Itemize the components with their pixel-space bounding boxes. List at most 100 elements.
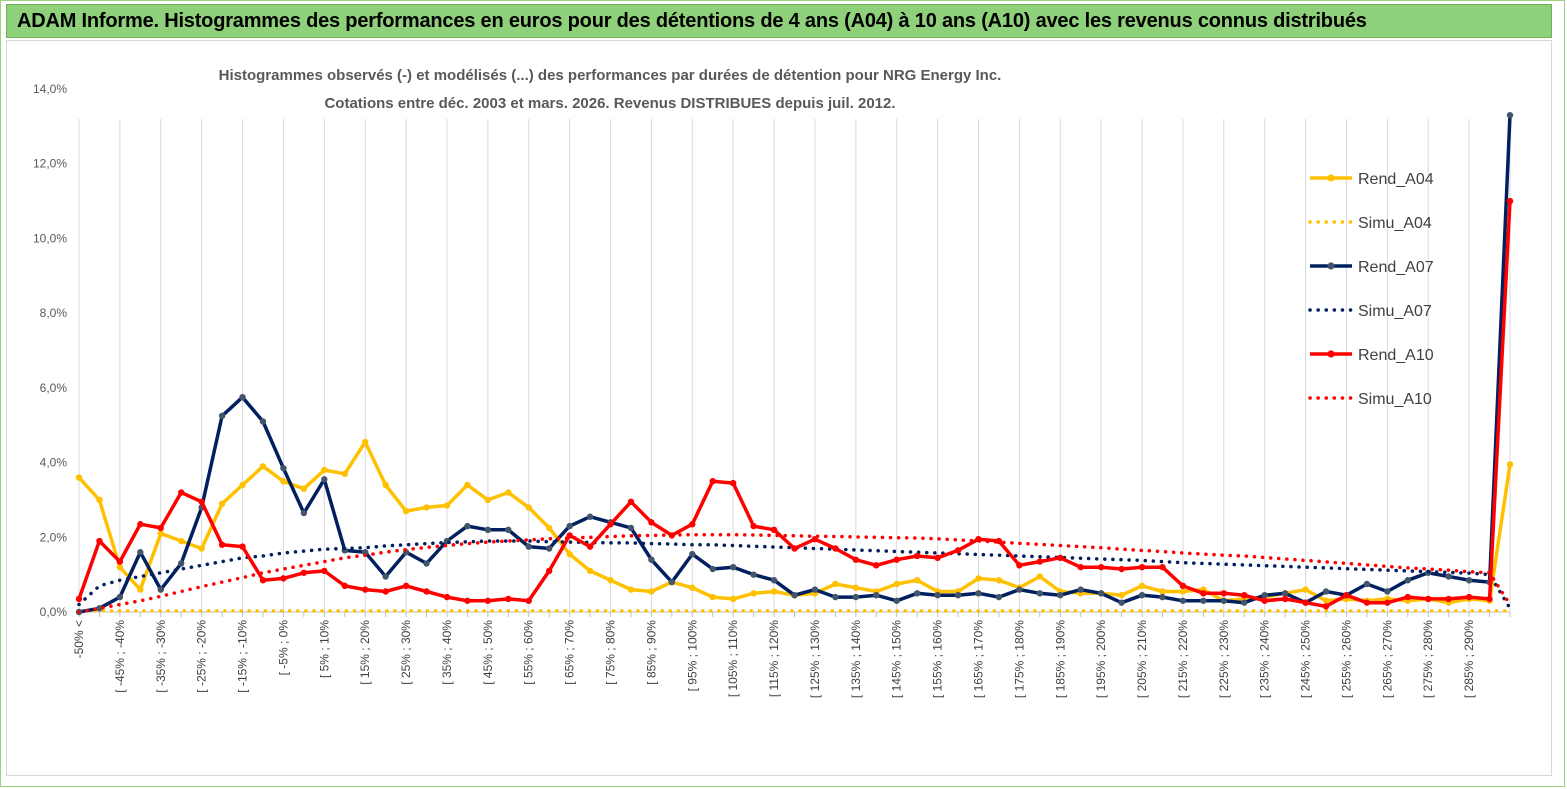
rend-a04-point	[750, 590, 757, 597]
series-lines	[75, 111, 1514, 616]
rend-a10-point	[423, 588, 430, 595]
rend-a10-point	[239, 543, 246, 550]
rend-a10-point	[1241, 591, 1248, 599]
rend-a07-point	[873, 591, 880, 599]
rend-a07-point	[750, 571, 757, 578]
rend-a07-point	[1506, 111, 1514, 119]
rend-a07-point	[954, 591, 962, 599]
rend-a07-point	[668, 578, 676, 586]
rend-a04-point	[648, 588, 655, 595]
rend-a10-point	[1486, 595, 1493, 603]
chart-area-border	[6, 40, 1552, 776]
rend-a10-point	[1159, 563, 1166, 571]
legend-rend-a07-label: Rend_A07	[1358, 259, 1434, 276]
rend-a10-point	[1118, 565, 1125, 573]
rend-a07-point	[116, 593, 124, 601]
rend-a07-point	[811, 586, 819, 593]
rend-a10-point	[1404, 593, 1411, 601]
rend-a10-point	[1384, 599, 1391, 606]
rend-a10-point	[321, 567, 328, 575]
rend-a10-point	[96, 537, 103, 545]
legend-rend-a04-label: Rend_A04	[1358, 171, 1434, 188]
rend-a07-point	[1363, 580, 1371, 588]
chart-title: Histogrammes observés (-) et modélisés (…	[219, 67, 1002, 84]
rend-a04-point	[280, 478, 287, 485]
x-tick-label: [ -15% ; -10%	[236, 620, 250, 693]
rend-a07-point	[1057, 591, 1064, 599]
x-tick-label: [ 285% ; 290%	[1462, 620, 1476, 698]
rend-a07-point	[1465, 577, 1473, 584]
x-tick-label: [ 85% ; 90%	[644, 620, 658, 685]
rend-a10-point	[178, 489, 185, 496]
rend-a07-point	[300, 509, 308, 517]
rend-a10-point	[362, 586, 369, 593]
y-tick-label: 6,0%	[40, 381, 68, 395]
rend-a10-point	[607, 521, 614, 528]
rend-a07-point	[1200, 597, 1207, 604]
rend-a07-point	[995, 593, 1003, 601]
legend: Rend_A04 Simu_A04 Rend_A07 Simu_A07 Rend_A10…	[1308, 171, 1434, 408]
rend-a04-point	[995, 577, 1003, 584]
rend-a07-point	[791, 591, 798, 599]
report-banner: ADAM Informe. Histogrammes des performan…	[6, 4, 1552, 38]
rend-a07-point	[259, 418, 267, 425]
x-tick-label: [ 115% ; 120%	[767, 620, 781, 697]
rend-a10-point	[218, 541, 226, 548]
rend-a04-point	[729, 595, 737, 603]
rend-a10-point	[1506, 197, 1514, 205]
rend-a10-point	[259, 577, 267, 584]
rend-a10-point	[791, 545, 798, 552]
rend-a07-point	[464, 522, 471, 530]
x-tick-label: [ 55% ; 60%	[522, 620, 536, 685]
rend-a10-point	[1138, 563, 1146, 571]
rend-a10-point	[954, 547, 962, 554]
rend-a07-point	[1445, 573, 1452, 580]
rend-a10-point	[1363, 599, 1371, 606]
x-tick-label: -50% <	[72, 620, 86, 658]
rend-a07-point	[362, 549, 369, 556]
rend-a04-point	[566, 550, 573, 558]
rend-a10-point	[1057, 554, 1064, 562]
rend-a04-point	[423, 504, 430, 511]
x-tick-label: [ 75% ; 80%	[604, 620, 618, 685]
rend-a10-point	[525, 597, 532, 604]
x-tick-label: [ 15% ; 20%	[358, 620, 372, 685]
x-tick-label: [ 45% ; 50%	[481, 620, 495, 685]
rend-a10-point	[280, 575, 287, 582]
rend-a10-point	[1302, 599, 1309, 606]
y-tick-label: 0,0%	[40, 605, 68, 619]
rend-a04-point	[607, 577, 614, 584]
rend-a04-point	[627, 586, 635, 593]
rend-a07-point	[709, 565, 716, 573]
x-tick-label: [ 105% ; 110%	[726, 620, 740, 697]
simu-a10-line	[77, 532, 1512, 614]
rend-a07-point	[832, 593, 839, 601]
rend-a07-point	[178, 560, 185, 567]
rend-a04-point	[464, 481, 471, 489]
rend-a10-point	[1077, 563, 1084, 571]
rend-a10-point	[913, 552, 921, 560]
rend-a10-point	[893, 556, 900, 563]
rend-a04-point	[259, 463, 267, 470]
rend-a07-point	[1241, 599, 1248, 606]
x-tick-label: [ 5% ; 10%	[317, 620, 331, 678]
y-tick-label: 10,0%	[33, 231, 67, 245]
rend-a07-point	[1036, 590, 1044, 597]
x-tick-label: [ 235% ; 240%	[1258, 620, 1272, 698]
rend-a07-point	[137, 549, 144, 556]
rend-a04-point	[116, 563, 124, 571]
x-tick-label: [ 165% ; 170%	[971, 620, 985, 698]
rend-a04-point	[1118, 591, 1125, 599]
y-tick-label: 12,0%	[33, 157, 67, 171]
rend-a07-point	[1261, 591, 1268, 599]
rend-a07-point	[1322, 588, 1330, 595]
rend-a04-line	[77, 440, 1512, 605]
x-tick-label: [ 195% ; 200%	[1094, 620, 1108, 698]
rend-a04-point	[443, 502, 451, 509]
rend-a07-point	[913, 590, 921, 597]
rend-a10-point	[75, 595, 83, 603]
legend-rend-a10-marker	[1327, 350, 1335, 358]
x-tick-label: [ 135% ; 140%	[849, 620, 863, 698]
rend-a04-point	[1322, 597, 1330, 604]
rend-a10-point	[852, 556, 860, 563]
